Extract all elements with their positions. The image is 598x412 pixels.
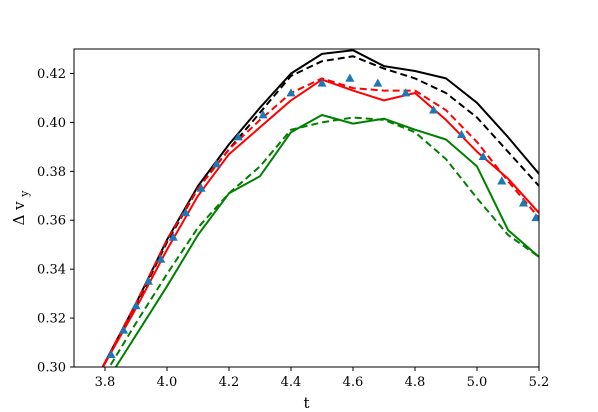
x-axis-ticks: 3.8 4.0 4.2 4.4 4.6 4.8 5.0 5.2 bbox=[95, 367, 550, 390]
series-line-5 bbox=[114, 114, 539, 367]
triangle-marker bbox=[345, 73, 355, 82]
triangle-marker bbox=[531, 212, 539, 222]
y-axis-ticks: 0.30 0.32 0.34 0.36 0.38 0.40 0.42 bbox=[37, 67, 74, 376]
x-tick-label: 4.8 bbox=[405, 375, 426, 390]
x-tick-label: 3.8 bbox=[95, 375, 116, 390]
y-axis-label-main: Δ v bbox=[10, 201, 28, 226]
triangle-marker bbox=[143, 276, 153, 285]
x-tick-label: 4.2 bbox=[219, 375, 240, 390]
y-tick-label: 0.32 bbox=[37, 312, 66, 327]
x-tick-label: 5.0 bbox=[467, 375, 488, 390]
y-tick-label: 0.42 bbox=[37, 67, 66, 82]
triangle-marker bbox=[478, 151, 488, 160]
x-tick-label: 5.2 bbox=[529, 375, 550, 390]
triangle-marker bbox=[196, 183, 206, 192]
series-line-2 bbox=[101, 55, 539, 367]
triangle-marker bbox=[401, 88, 411, 97]
triangle-marker bbox=[456, 129, 467, 138]
x-tick-label: 4.4 bbox=[281, 375, 302, 390]
triangle-marker bbox=[233, 132, 243, 141]
x-tick-label: 4.0 bbox=[157, 375, 178, 390]
y-axis-label: Δ v y bbox=[10, 190, 31, 226]
triangle-marker bbox=[106, 349, 116, 359]
series-line-3 bbox=[101, 78, 539, 367]
triangle-marker bbox=[212, 159, 222, 168]
triangle-marker bbox=[156, 254, 166, 263]
y-tick-label: 0.30 bbox=[37, 361, 66, 376]
triangle-marker bbox=[131, 301, 141, 310]
triangle-marker bbox=[497, 176, 507, 185]
triangle-marker bbox=[429, 105, 439, 114]
triangle-marker bbox=[286, 88, 296, 97]
triangle-marker bbox=[317, 78, 327, 87]
y-tick-label: 0.34 bbox=[37, 263, 66, 278]
plot-frame bbox=[73, 48, 540, 368]
y-tick-label: 0.40 bbox=[37, 116, 66, 131]
series-line-6 bbox=[108, 116, 539, 367]
triangle-marker bbox=[181, 208, 191, 217]
triangle-marker bbox=[258, 110, 268, 119]
x-tick-label: 4.6 bbox=[343, 375, 364, 390]
y-tick-label: 0.36 bbox=[37, 214, 66, 229]
triangle-marker bbox=[168, 232, 178, 241]
triangle-marker bbox=[518, 198, 529, 207]
y-tick-label: 0.38 bbox=[37, 165, 66, 180]
x-axis-label: t bbox=[303, 394, 309, 412]
triangle-marker bbox=[373, 78, 383, 87]
y-axis-label-subscript: y bbox=[18, 190, 31, 198]
series-layer bbox=[101, 49, 539, 367]
series-line-1 bbox=[101, 49, 539, 367]
series-line-4 bbox=[101, 77, 539, 367]
triangle-marker bbox=[119, 325, 129, 334]
